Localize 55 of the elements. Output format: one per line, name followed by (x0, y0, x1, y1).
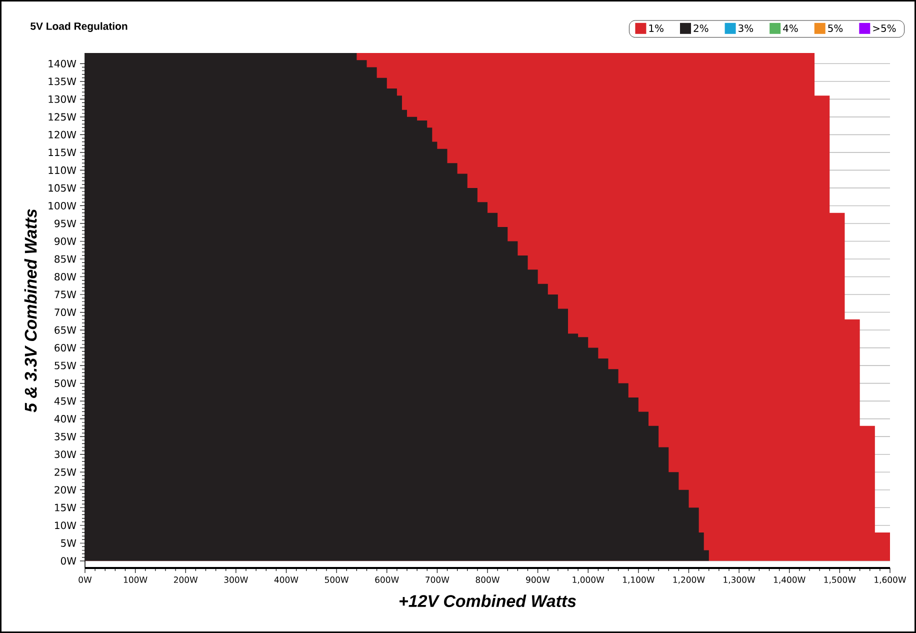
y-tick-label: 30W (54, 450, 76, 458)
y-tick-label: 55W (54, 362, 76, 370)
x-tick-label: 700W (426, 576, 450, 583)
chart-title: 5V Load Regulation (30, 22, 128, 32)
y-tick-label: 135W (48, 78, 76, 86)
y-tick-label: 120W (48, 130, 76, 138)
x-tick-label: 400W (274, 576, 298, 583)
y-tick-label: 35W (54, 432, 76, 440)
legend-label: 1% (649, 24, 664, 32)
x-tick-label: 900W (526, 576, 550, 583)
y-tick-label: 15W (55, 504, 76, 512)
x-tick-label: 0W (78, 576, 92, 583)
x-tick-label: 1,200W (673, 576, 705, 584)
y-tick-label: 110W (48, 166, 76, 174)
y-tick-label: 50W (54, 380, 76, 388)
y-tick-label: 20W (54, 486, 76, 494)
y-tick-label: 115W (48, 148, 76, 156)
y-tick-label: 90W (54, 237, 76, 246)
y-tick-label: 40W (54, 415, 76, 423)
y-tick-label: 60W (54, 344, 76, 352)
y-tick-label: 5W (61, 539, 76, 547)
y-tick-label: 130W (48, 95, 76, 103)
x-tick-label: 1,600W (874, 576, 906, 584)
y-tick-label: 10W (55, 522, 76, 530)
x-axis-title: +12V Combined Watts (400, 594, 576, 608)
y-tick-label: 65W (54, 326, 76, 334)
x-tick-label: 1,000W (572, 576, 604, 584)
x-tick-label: 100W (124, 576, 148, 583)
y-tick-label: 75W (54, 290, 76, 298)
y-tick-label: 80W (54, 272, 76, 281)
y-tick-label: 100W (48, 202, 76, 210)
y-tick-label: 0W (60, 557, 76, 565)
x-tick-label: 1,300W (724, 576, 756, 584)
x-tick-label: 300W (224, 576, 248, 583)
x-tick-label: 800W (476, 576, 500, 583)
x-tick-label: 1,500W (824, 576, 856, 584)
y-tick-label: 125W (48, 113, 76, 121)
y-tick-label: 25W (54, 468, 76, 476)
y-tick-label: 105W (48, 184, 76, 192)
y-axis-title: 5 & 3.3V Combined Watts (24, 209, 37, 412)
legend-label: 5% (828, 24, 843, 32)
y-tick-label: 85W (54, 255, 76, 263)
legend-label: 3% (738, 24, 754, 32)
y-tick-label: 140W (48, 60, 76, 68)
x-tick-label: 500W (324, 576, 349, 583)
y-tick-label: 95W (54, 220, 76, 228)
y-tick-label: 70W (54, 308, 76, 316)
legend-label: 4% (783, 24, 798, 32)
y-tick-label: 45W (54, 397, 76, 405)
x-tick-label: 600W (375, 576, 399, 583)
legend-label: >5% (873, 24, 896, 32)
x-tick-label: 1,400W (774, 576, 806, 584)
x-tick-label: 1,100W (623, 576, 654, 584)
x-tick-label: 200W (174, 576, 198, 583)
legend-label: 2% (694, 24, 708, 32)
